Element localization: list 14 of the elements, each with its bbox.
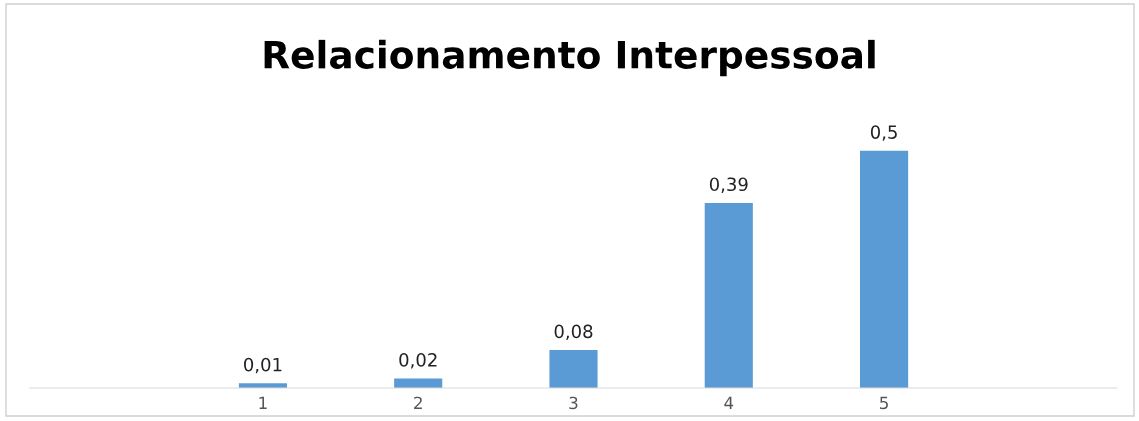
x-tick-label: 4 [724,396,734,409]
x-tick-label: 3 [569,396,578,410]
x-tick-label: 2 [414,396,422,409]
x-tick-label: 5 [880,396,888,410]
data-label: 0,39 [709,177,748,193]
data-label: 0,02 [399,353,437,369]
bar [860,150,909,388]
data-label: 0,5 [870,125,897,141]
bar [704,202,753,388]
chart-title: Relacionamento Interpessoal [264,39,875,77]
bar [549,350,598,388]
data-label: 0,01 [244,357,282,374]
x-tick-label: 1 [259,396,267,409]
data-label: 0,08 [554,324,593,341]
